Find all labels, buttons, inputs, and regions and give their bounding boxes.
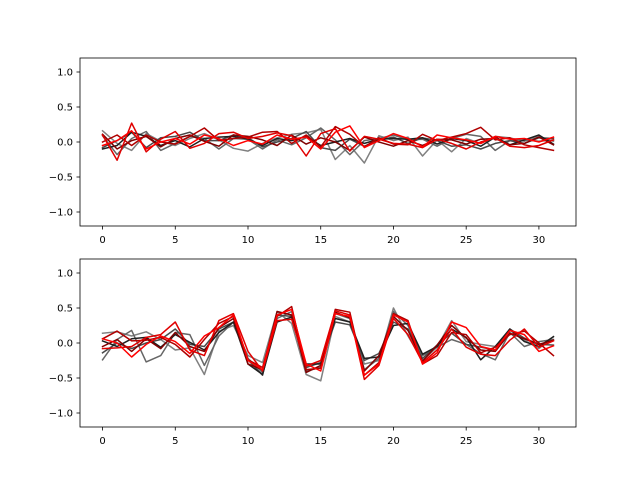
y-tick-label: −0.5 <box>49 173 73 184</box>
x-tick-label: 30 <box>533 235 546 246</box>
x-tick-label: 10 <box>242 235 255 246</box>
series-line-2 <box>101 130 555 152</box>
y-tick-label: 0.5 <box>57 103 73 114</box>
x-tick-label: 30 <box>533 436 546 447</box>
series-line-7 <box>101 125 555 150</box>
subplot-top: 0 5 10 15 20 25 30 −1.0 −0.5 0.0 0.5 1.0 <box>49 57 577 246</box>
x-tick-label: 15 <box>314 436 327 447</box>
y-tick-label: −1.0 <box>49 409 73 420</box>
y-tick-label: 1.0 <box>57 68 73 79</box>
y-tick-label: −0.5 <box>49 374 73 385</box>
x-tick-label: 15 <box>314 235 327 246</box>
x-tick-label: 25 <box>460 235 473 246</box>
series-group <box>101 122 555 164</box>
series-line-7 <box>101 308 555 376</box>
x-tick-label: 20 <box>387 436 400 447</box>
x-tick-label: 10 <box>242 436 255 447</box>
y-tick-label: 0.0 <box>57 138 73 149</box>
series-line-5 <box>101 305 555 376</box>
y-tick-label: −1.0 <box>49 208 73 219</box>
x-tick-label: 0 <box>99 235 105 246</box>
x-tick-label: 5 <box>172 235 178 246</box>
x-tick-label: 20 <box>387 235 400 246</box>
subplot-bottom: 0 5 10 15 20 25 30 −1.0 −0.5 0.0 0.5 1.0 <box>49 258 577 447</box>
series-line-5 <box>101 125 555 152</box>
series-line-6 <box>101 310 555 381</box>
y-tick-label: 1.0 <box>57 269 73 280</box>
series-line-3 <box>101 131 555 150</box>
series-group <box>101 305 555 382</box>
y-tick-label: 0.5 <box>57 304 73 315</box>
y-tick-label: 0.0 <box>57 339 73 350</box>
x-tick-label: 5 <box>172 436 178 447</box>
x-tick-label: 0 <box>99 436 105 447</box>
x-tick-label: 25 <box>460 436 473 447</box>
